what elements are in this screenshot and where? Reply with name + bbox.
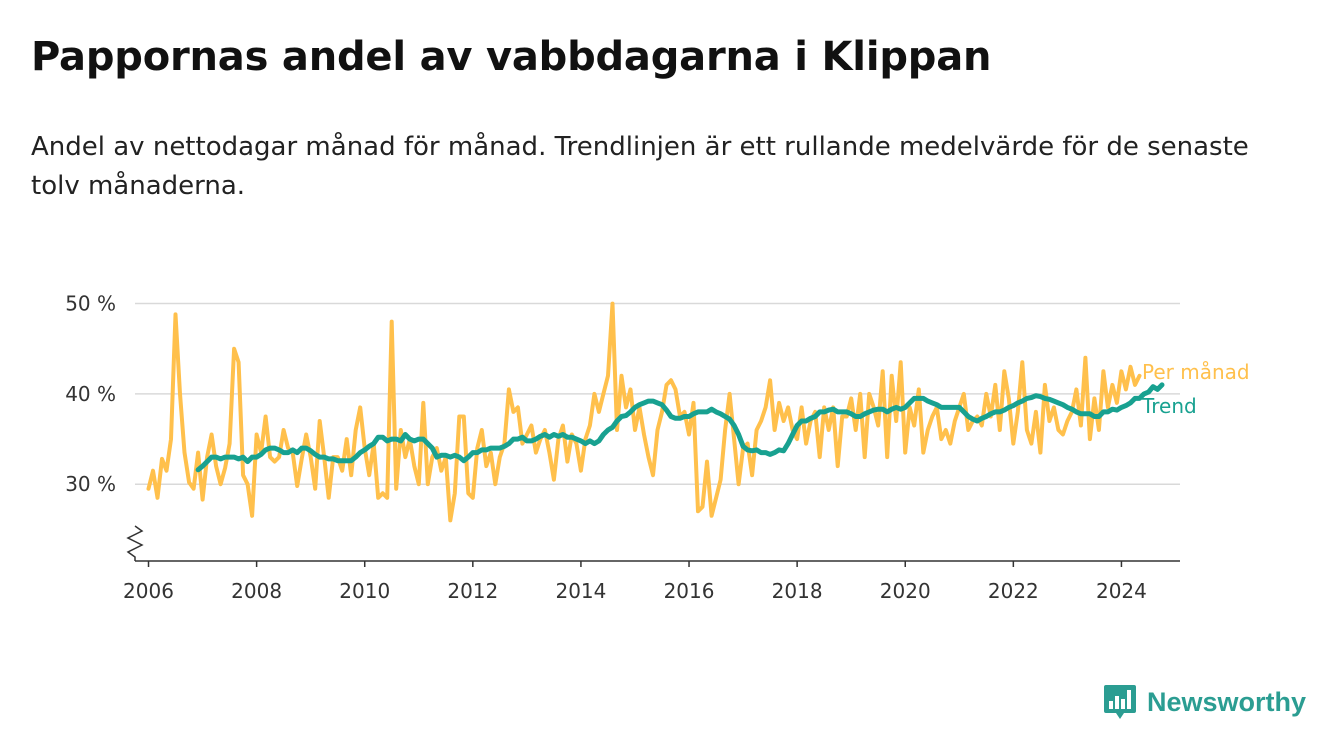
series-lines: [146, 301, 1165, 523]
newsworthy-brand: Newsworthy: [1103, 684, 1306, 720]
series-line-trend: [195, 382, 1165, 473]
x-tick-label: 2006: [123, 579, 174, 603]
series-labels: Per månad Trend: [1141, 360, 1250, 418]
series-label: Per månad: [1142, 360, 1250, 384]
x-tick-label: 2010: [339, 579, 390, 603]
axis-break-icon: [126, 525, 144, 561]
x-tick-label: 2020: [880, 579, 931, 603]
x-axis: 2006 2008 2010 2012 2014 2016 2018 2020 2022 2024: [123, 560, 1180, 603]
x-tick-label: 2024: [1096, 579, 1147, 603]
y-axis: 30 % 40 % 50 %: [65, 292, 116, 497]
x-tick-label: 2016: [664, 579, 715, 603]
newsworthy-logo-icon: [1104, 685, 1136, 719]
brand-name: Newsworthy: [1147, 686, 1307, 717]
x-tick-label: 2008: [231, 579, 282, 603]
y-tick-label: 50 %: [65, 292, 116, 316]
x-tick-label: 2018: [772, 579, 823, 603]
series-label: Trend: [1141, 394, 1197, 418]
x-tick-label: 2012: [447, 579, 498, 603]
y-tick-label: 30 %: [65, 472, 116, 496]
chart-subtitle: Andel av nettodagar månad för månad. Tre…: [31, 132, 1249, 201]
x-tick-label: 2022: [988, 579, 1039, 603]
gridlines: [135, 302, 1180, 485]
x-tick-label: 2014: [555, 579, 606, 603]
axis-break-zigzag: [126, 525, 144, 561]
y-tick-label: 40 %: [65, 382, 116, 406]
page-title: Pappornas andel av vabbdagarna i Klippan: [31, 34, 992, 80]
